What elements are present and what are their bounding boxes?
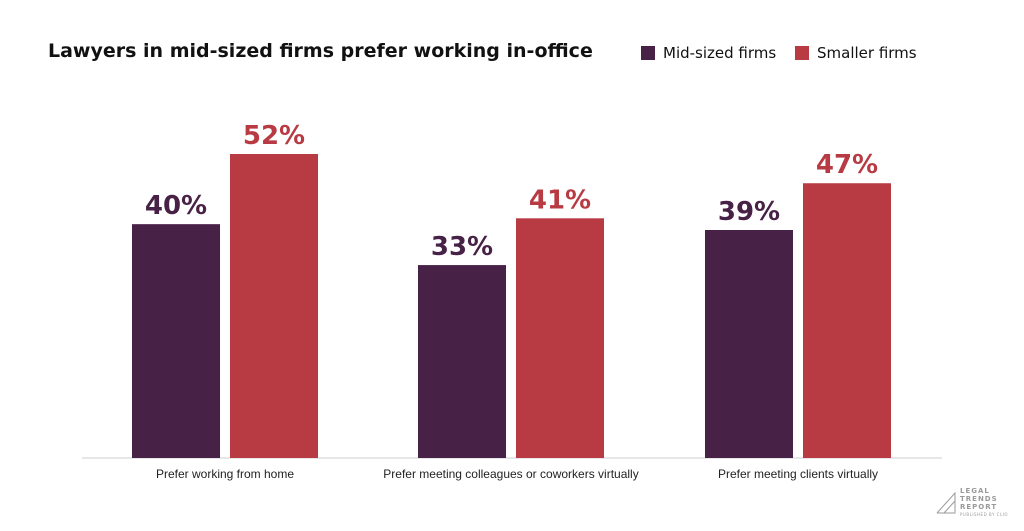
category-label: Prefer meeting clients virtually [718, 467, 878, 481]
logo-line-1: LEGAL [960, 487, 990, 495]
data-label: 40% [145, 191, 207, 221]
chart-title: Lawyers in mid-sized firms prefer workin… [48, 40, 593, 62]
legend-label-mid-sized: Mid-sized firms [663, 44, 777, 62]
category-label: Prefer working from home [156, 467, 294, 481]
data-label: 52% [243, 121, 305, 151]
logo-line-3: REPORT [960, 503, 998, 511]
logo-mark-icon [936, 492, 956, 514]
data-label: 39% [718, 197, 780, 227]
logo-line-2: TRENDS [960, 495, 998, 503]
legend-swatch-mid-sized [641, 46, 655, 60]
bar [516, 218, 604, 458]
bar [705, 230, 793, 458]
data-label: 47% [816, 150, 878, 180]
data-label: 41% [529, 185, 591, 215]
logo-text: LEGAL TRENDS REPORT PUBLISHED BY CLIO [960, 487, 1008, 519]
bar [418, 265, 506, 458]
bar [132, 224, 220, 458]
bar [230, 154, 318, 458]
logo-subtitle: PUBLISHED BY CLIO [960, 512, 1009, 517]
bar [803, 183, 891, 458]
legend-item-mid-sized: Mid-sized firms [641, 44, 776, 62]
category-label: Prefer meeting colleagues or coworkers v… [383, 467, 638, 481]
legal-trends-report-logo: LEGAL TRENDS REPORT PUBLISHED BY CLIO [936, 487, 1008, 519]
legend-label-smaller: Smaller firms [817, 44, 917, 62]
legend-item-smaller: Smaller firms [795, 44, 917, 62]
data-label: 33% [431, 232, 493, 262]
legend-swatch-smaller [795, 46, 809, 60]
